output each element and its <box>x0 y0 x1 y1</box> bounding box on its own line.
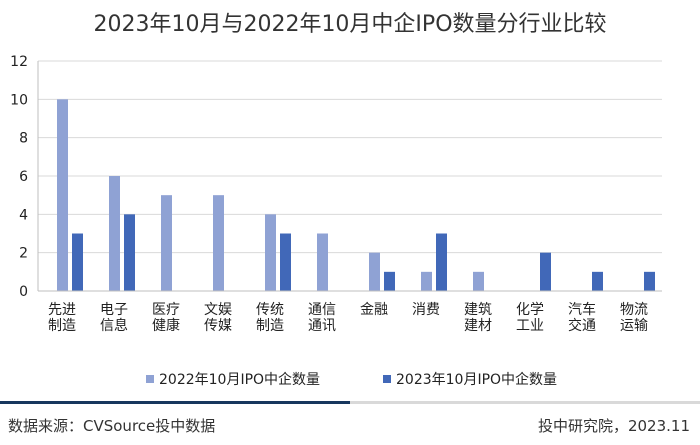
chart-title: 2023年10月与2022年10月中企IPO数量分行业比较 <box>93 12 607 37</box>
bar-2023-9 <box>540 252 551 291</box>
bar-2022-1 <box>109 176 120 291</box>
x-category-label: 医疗健康 <box>152 302 180 334</box>
footer-credit: 投中研究院，2023.11 <box>537 417 690 435</box>
y-tick-label: 2 <box>19 246 28 262</box>
bars <box>57 99 655 291</box>
bar-2023-6 <box>384 271 395 291</box>
y-tick-label: 10 <box>10 92 28 108</box>
x-category-label: 消费 <box>412 302 440 318</box>
bar-2022-8 <box>473 271 484 291</box>
x-category-label: 先进制造 <box>48 302 76 334</box>
footer-divider-accent <box>0 401 350 404</box>
bar-2023-4 <box>280 233 291 291</box>
x-category-label: 传统制造 <box>256 302 284 334</box>
legend-swatch-2023 <box>383 375 391 383</box>
y-tick-label: 4 <box>19 207 28 223</box>
legend-swatch-2022 <box>146 375 154 383</box>
y-tick-label: 0 <box>19 284 28 300</box>
bar-2022-3 <box>213 195 224 291</box>
x-category-label: 金融 <box>360 302 388 318</box>
x-category-label: 电子信息 <box>100 302 128 334</box>
y-tick-label: 12 <box>10 54 28 70</box>
bar-2022-7 <box>421 271 432 291</box>
x-category-label: 通信通讯 <box>308 302 336 334</box>
bar-2022-6 <box>369 252 380 291</box>
legend: 2022年10月IPO中企数量 2023年10月IPO中企数量 <box>146 371 557 388</box>
bar-2023-1 <box>124 214 135 291</box>
x-category-label: 化学工业 <box>516 302 544 334</box>
y-tick-label: 8 <box>19 131 28 147</box>
x-category-label: 物流运输 <box>620 302 648 334</box>
footer-source: 数据来源：CVSource投中数据 <box>8 417 216 435</box>
bar-2022-0 <box>57 99 68 291</box>
bar-2022-4 <box>265 214 276 291</box>
footer-divider <box>0 401 700 404</box>
legend-label-2023: 2023年10月IPO中企数量 <box>396 371 557 388</box>
bar-2022-2 <box>161 195 172 291</box>
y-tick-label: 6 <box>19 169 28 185</box>
x-category-label: 汽车交通 <box>568 301 596 334</box>
bar-2023-0 <box>72 233 83 291</box>
x-category-label: 文娱传媒 <box>204 302 232 334</box>
bar-2023-11 <box>644 271 655 291</box>
bar-2023-7 <box>436 233 447 291</box>
bar-2022-5 <box>317 233 328 291</box>
bar-2023-10 <box>592 271 603 291</box>
x-category-label: 建筑建材 <box>464 302 492 334</box>
y-axis: 0 2 4 6 8 10 12 <box>10 54 39 300</box>
legend-label-2022: 2022年10月IPO中企数量 <box>159 371 320 388</box>
